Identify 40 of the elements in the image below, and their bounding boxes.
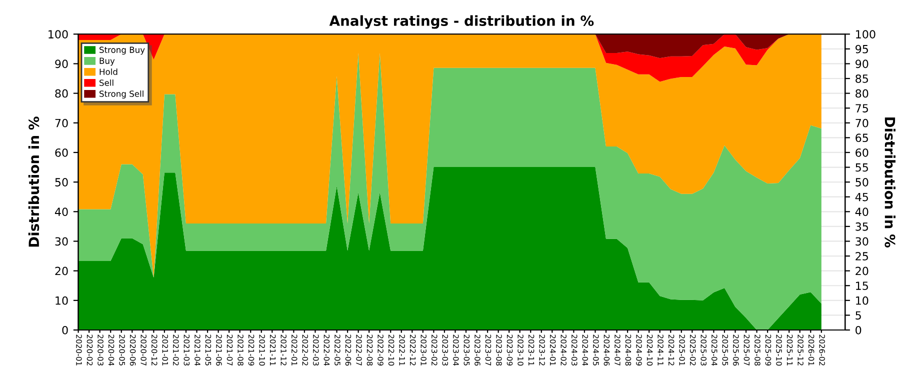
chart-title: Analyst ratings - distribution in % xyxy=(329,15,594,29)
y2-tick-label: 10 xyxy=(856,296,868,305)
y2-tick-label: 0 xyxy=(856,326,862,334)
y-tick-label: 0 xyxy=(62,326,68,334)
y-tick-label: 90 xyxy=(55,60,68,68)
y2-tick-label: 25 xyxy=(856,252,868,260)
y-tick-label: 70 xyxy=(55,118,68,128)
y2-tick-label: 30 xyxy=(856,237,868,246)
y2-tick-label: 90 xyxy=(856,60,868,68)
y2-tick-label: 35 xyxy=(856,222,868,231)
legend-label: Hold xyxy=(100,68,118,75)
y2-tick-label: 15 xyxy=(856,282,868,290)
y-tick-label: 20 xyxy=(55,266,68,276)
y2-tick-label: 80 xyxy=(856,89,868,98)
y2-tick-label: 65 xyxy=(856,134,868,142)
y2-tick-label: 5 xyxy=(856,311,861,320)
y2-tick-label: 70 xyxy=(856,118,868,128)
y-tick-label: 10 xyxy=(56,296,68,305)
y2-tick-label: 45 xyxy=(855,192,868,202)
legend-label: Buy xyxy=(100,58,115,66)
y2-tick-label: 85 xyxy=(856,74,868,83)
y2-tick-label: 40 xyxy=(855,208,868,216)
y2-tick-label: 95 xyxy=(856,44,868,54)
y-tick-label: 40 xyxy=(54,208,68,216)
y-tick-label: 50 xyxy=(55,178,68,186)
y2-tick-label: 55 xyxy=(856,163,868,172)
y2-axis-title: Distribution in % xyxy=(884,117,896,248)
y2-tick-label: 75 xyxy=(856,104,868,112)
y2-tick-label: 60 xyxy=(856,148,868,157)
y-tick-label: 100 xyxy=(48,30,68,39)
y-tick-label: 60 xyxy=(55,148,68,157)
legend-label: Strong Sell xyxy=(100,90,144,99)
y-tick-label: 30 xyxy=(55,237,68,246)
y2-tick-label: 20 xyxy=(856,266,868,276)
y2-tick-label: 50 xyxy=(856,178,868,186)
y-axis-title: Distribution in % xyxy=(28,116,40,247)
y-tick-label: 80 xyxy=(55,89,68,98)
legend-label: Strong Buy xyxy=(100,46,145,55)
legend-label: Sell xyxy=(100,79,114,86)
y2-tick-label: 100 xyxy=(856,30,876,39)
